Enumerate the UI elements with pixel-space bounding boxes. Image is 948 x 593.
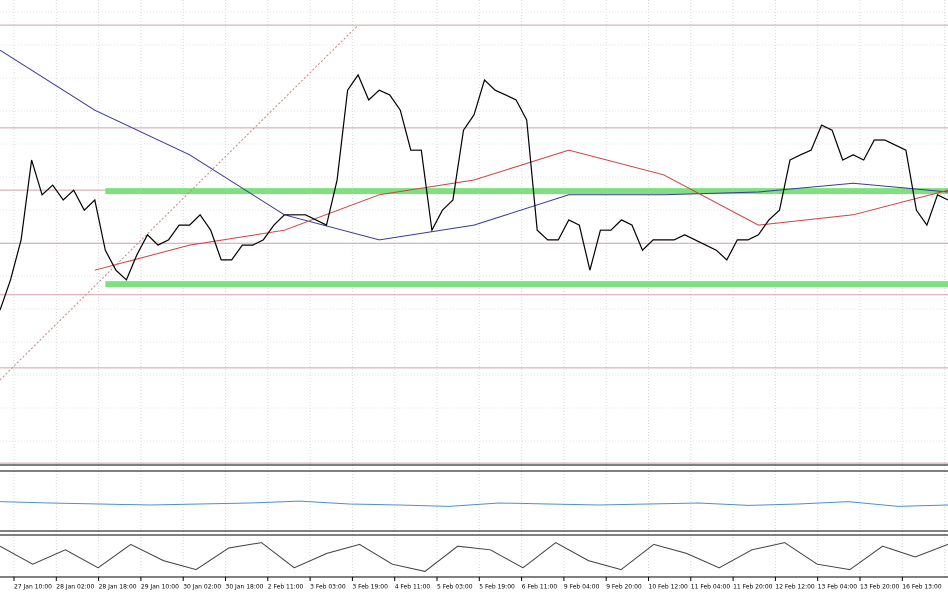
x-tick-label: 29 Jan 10:00: [141, 584, 179, 591]
x-tick-label: 16 Feb 13:00: [902, 584, 942, 591]
moving-average: [0, 49, 948, 241]
x-tick-label: 6 Feb 11:00: [522, 584, 558, 591]
x-tick-label: 10 Feb 12:00: [649, 584, 689, 591]
rsi-line: [0, 500, 948, 507]
trendline: [0, 24, 359, 381]
x-tick-label: 30 Jan 18:00: [226, 584, 264, 591]
x-tick-label: 5 Feb 19:00: [479, 584, 515, 591]
x-tick-label: 27 Jan 10:00: [14, 584, 52, 591]
x-tick-label: 2 Feb 11:00: [268, 584, 304, 591]
stochastic-line: [0, 542, 948, 572]
x-tick-label: 13 Feb 04:00: [818, 584, 858, 591]
x-tick-label: 5 Feb 03:00: [437, 584, 473, 591]
moving-average: [94, 149, 948, 271]
x-tick-label: 11 Feb 20:00: [733, 584, 773, 591]
x-tick-label: 13 Feb 20:00: [860, 584, 900, 591]
x-tick-label: 3 Feb 19:00: [352, 584, 388, 591]
x-tick-label: 3 Feb 03:00: [310, 584, 346, 591]
x-tick-label: 12 Feb 12:00: [775, 584, 815, 591]
x-tick-label: 4 Feb 11:00: [395, 584, 431, 591]
x-tick-label: 28 Jan 18:00: [99, 584, 137, 591]
price-line: [0, 73, 948, 311]
x-tick-label: 11 Feb 04:00: [691, 584, 731, 591]
x-tick-label: 30 Jan 02:00: [183, 584, 221, 591]
x-tick-label: 9 Feb 04:00: [564, 584, 600, 591]
x-tick-label: 28 Jan 02:00: [56, 584, 94, 591]
x-tick-label: 9 Feb 20:00: [606, 584, 642, 591]
